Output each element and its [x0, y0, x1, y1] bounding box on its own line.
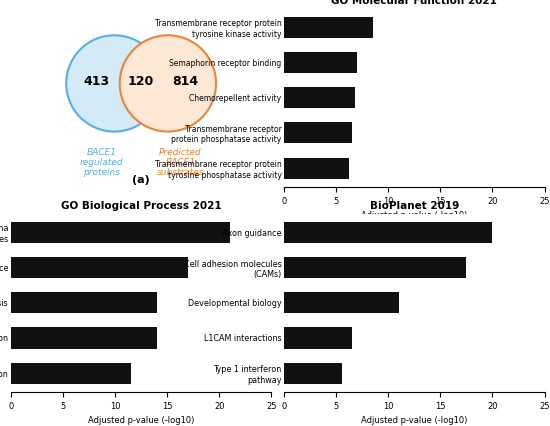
Text: (a): (a)	[132, 175, 150, 185]
Text: (b): (b)	[405, 244, 424, 254]
Bar	[284, 17, 373, 38]
Bar	[284, 328, 352, 348]
Bar	[284, 222, 492, 243]
X-axis label: Adjusted p-value (-log10): Adjusted p-value (-log10)	[361, 416, 468, 425]
Bar	[11, 328, 157, 348]
Bar	[284, 158, 349, 179]
Bar	[11, 257, 188, 278]
Title: GO Biological Process 2021: GO Biological Process 2021	[61, 201, 222, 211]
Bar	[284, 87, 355, 108]
Bar	[284, 257, 466, 278]
X-axis label: Adjusted p-value (-log10): Adjusted p-value (-log10)	[361, 211, 468, 220]
Text: 120: 120	[128, 75, 154, 88]
X-axis label: Adjusted p-value (-log10): Adjusted p-value (-log10)	[88, 416, 194, 425]
Bar	[11, 222, 229, 243]
Text: 413: 413	[84, 75, 109, 88]
Circle shape	[66, 35, 162, 132]
Text: BACE1
regulated
proteins: BACE1 regulated proteins	[80, 148, 124, 177]
Text: 814: 814	[173, 75, 199, 88]
Bar	[11, 292, 157, 314]
Bar	[11, 363, 131, 384]
Title: BioPlanet 2019: BioPlanet 2019	[370, 201, 459, 211]
Bar	[284, 52, 357, 73]
Bar	[284, 292, 399, 314]
Title: GO Molecular Function 2021: GO Molecular Function 2021	[332, 0, 497, 6]
Bar	[284, 122, 352, 144]
Circle shape	[120, 35, 216, 132]
Text: Predicted
BACE1
substrates: Predicted BACE1 substrates	[157, 148, 204, 177]
Bar	[284, 363, 342, 384]
